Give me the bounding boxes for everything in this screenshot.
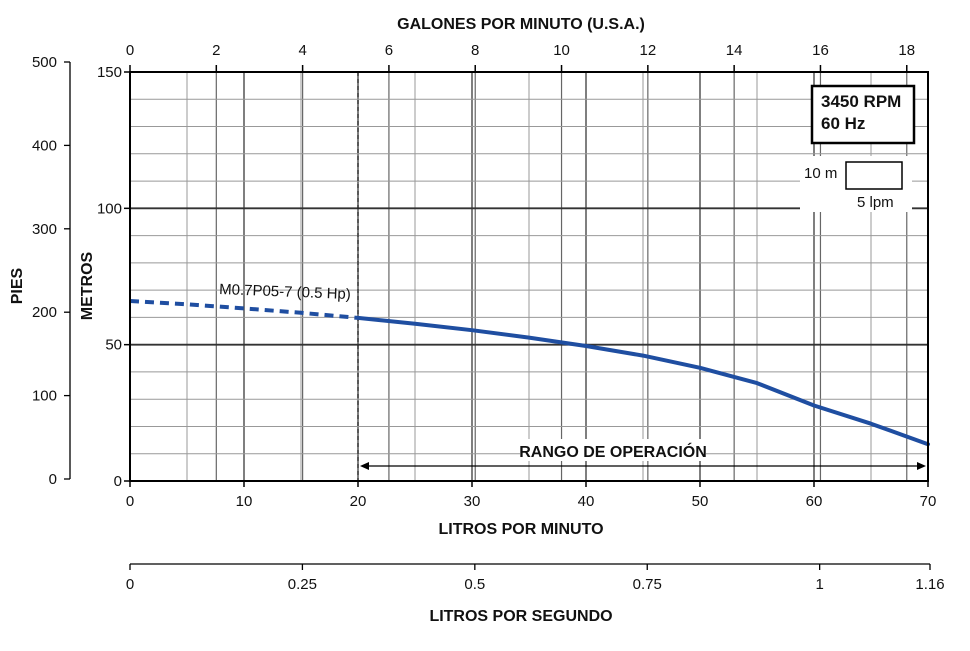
meters-axis-title: METROS (79, 251, 96, 320)
info-box: 3450 RPM 60 Hz (810, 84, 916, 145)
bottom-tick-label: 50 (692, 493, 709, 510)
operating-range-label: RANGO DE OPERACIÓN (519, 442, 707, 461)
lps-axis: 0 0.25 0.5 0.75 1 1.16 (126, 563, 945, 593)
arrow-left-icon (360, 462, 369, 470)
top-axis-ticks: 0 2 4 6 8 10 12 14 16 18 (126, 42, 915, 72)
bottom-tick-label: 0 (126, 493, 134, 510)
info-box-hz: 60 Hz (821, 114, 865, 133)
meter-axis-ticks: 0 50 100 150 (97, 64, 130, 490)
bottom-tick-label: 30 (464, 493, 481, 510)
grid (130, 72, 928, 481)
meter-tick-label: 100 (97, 200, 122, 217)
bottom-axis-title: LITROS POR MINUTO (438, 521, 603, 538)
feet-tick-label: 100 (32, 388, 57, 405)
info-box-rpm: 3450 RPM (821, 92, 901, 111)
top-tick-label: 14 (726, 42, 743, 59)
lps-tick-label: 0 (126, 576, 134, 593)
top-axis-title: GALONES POR MINUTO (U.S.A.) (397, 16, 645, 33)
bottom-tick-label: 60 (806, 493, 823, 510)
arrow-right-icon (917, 462, 926, 470)
bottom-tick-label: 10 (236, 493, 253, 510)
top-tick-label: 8 (471, 42, 479, 59)
top-tick-label: 12 (640, 42, 657, 59)
feet-tick-label: 200 (32, 304, 57, 321)
lps-tick-label: 1 (815, 576, 823, 593)
operating-range: RANGO DE OPERACIÓN (360, 439, 926, 470)
feet-tick-label: 300 (32, 221, 57, 238)
lps-tick-label: 0.25 (288, 576, 317, 593)
top-tick-label: 18 (898, 42, 915, 59)
meter-tick-label: 0 (114, 473, 122, 490)
top-tick-label: 0 (126, 42, 134, 59)
lps-axis-title: LITROS POR SEGUNDO (429, 608, 612, 625)
feet-axis-title: PIES (9, 267, 26, 304)
scale-key: 10 m 5 lpm (800, 156, 912, 212)
feet-tick-label: 500 (32, 54, 57, 71)
bottom-axis-ticks: 0 10 20 30 40 50 60 70 (126, 481, 937, 510)
series-label: M0.7P05-7 (0.5 Hp) (219, 281, 351, 303)
plot-border (129, 71, 929, 482)
top-tick-label: 10 (553, 42, 570, 59)
curve-dashed-segment (129, 299, 359, 320)
top-tick-label: 2 (212, 42, 220, 59)
scale-key-height: 10 m (804, 165, 837, 182)
lps-tick-label: 0.5 (464, 576, 485, 593)
meter-tick-label: 50 (105, 337, 122, 354)
bottom-tick-label: 20 (350, 493, 367, 510)
curve-solid-segment (356, 315, 930, 447)
pump-curve (129, 299, 930, 447)
feet-tick-label: 400 (32, 137, 57, 154)
top-tick-label: 16 (812, 42, 829, 59)
lps-tick-label: 1.16 (915, 576, 944, 593)
feet-tick-label: 0 (49, 471, 57, 488)
bottom-tick-label: 70 (920, 493, 937, 510)
feet-axis: 0 100 200 300 400 500 (32, 54, 71, 488)
meter-tick-label: 150 (97, 64, 122, 81)
lps-tick-label: 0.75 (633, 576, 662, 593)
bottom-tick-label: 40 (578, 493, 595, 510)
top-tick-label: 4 (298, 42, 306, 59)
top-tick-label: 6 (385, 42, 393, 59)
scale-key-width: 5 lpm (857, 194, 894, 211)
